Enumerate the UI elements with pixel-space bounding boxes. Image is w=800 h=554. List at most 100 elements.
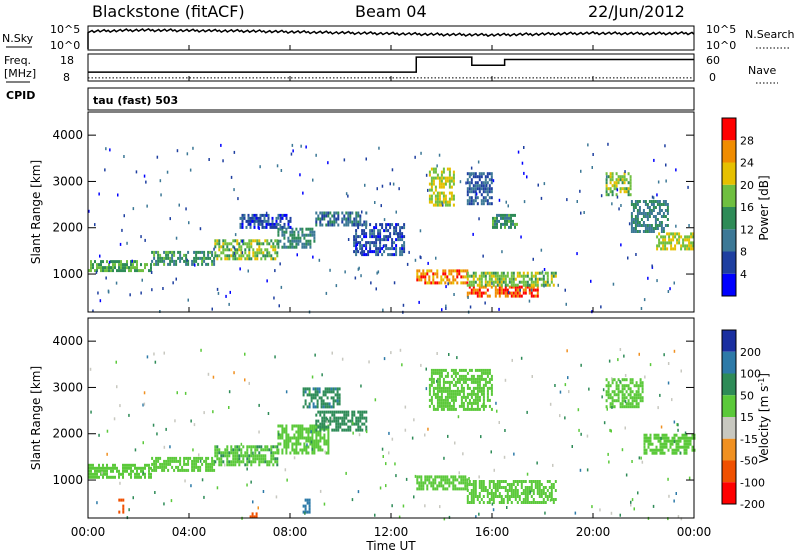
velocity-cell: [687, 442, 690, 446]
power-cell: [277, 245, 280, 249]
power-cell: [686, 235, 689, 239]
power-scatter-cell: [225, 294, 227, 298]
velocity-cell: [114, 475, 116, 479]
velocity-cell: [446, 478, 449, 482]
velocity-cell: [641, 381, 644, 385]
velocity-cell: [303, 427, 306, 431]
velocity-cell: [319, 430, 322, 434]
power-cell: [613, 187, 616, 191]
velocity-cell: [222, 454, 225, 458]
power-cell: [365, 211, 368, 215]
power-cell: [452, 176, 455, 180]
velocity-cell: [611, 378, 614, 382]
velocity-cell: [430, 484, 433, 488]
power-cell: [171, 259, 174, 263]
power-cell: [436, 176, 439, 180]
velocity-cell: [270, 445, 273, 449]
velocity-cell: [478, 398, 481, 402]
velocity-scatter-cell: [580, 363, 582, 367]
velocity-cell: [308, 402, 311, 406]
power-scatter-cell: [109, 148, 111, 152]
power-cell: [240, 248, 243, 252]
velocity-cell: [490, 392, 493, 396]
velocity-cell: [355, 428, 358, 432]
velocity-cell: [502, 501, 505, 504]
power-scatter-cell: [233, 251, 236, 255]
velocity-scatter-cell: [448, 353, 450, 356]
velocity-cell: [486, 386, 489, 390]
power-cell: [276, 251, 279, 255]
velocity-scatter-cell: [154, 360, 157, 364]
velocity-scatter-cell: [388, 431, 390, 435]
power-cell: [236, 239, 239, 243]
power-cell: [201, 259, 204, 263]
velocity-cell: [442, 368, 445, 372]
velocity-cell: [544, 492, 547, 495]
velocity-cell: [335, 419, 338, 423]
power-cell: [361, 232, 364, 236]
colorbar-tick-label: 200: [740, 346, 761, 359]
power-cell: [173, 262, 176, 266]
power-scatter-cell: [360, 274, 362, 278]
velocity-cell: [357, 428, 360, 432]
power-cell: [666, 241, 669, 245]
velocity-cell: [339, 422, 342, 426]
velocity-cell: [484, 486, 487, 489]
power-cell: [432, 179, 435, 183]
velocity-cell: [619, 405, 622, 409]
velocity-cell: [633, 384, 636, 388]
x-tick-label: 12:00: [374, 525, 409, 539]
velocity-cell: [621, 378, 624, 382]
velocity-cell: [254, 451, 257, 455]
power-cell: [185, 259, 188, 263]
velocity-cell: [687, 445, 690, 449]
velocity-cell: [332, 390, 335, 394]
velocity-cell: [474, 401, 477, 405]
power-cell: [391, 238, 394, 242]
power-cell: [605, 181, 608, 185]
power-cell: [377, 247, 380, 251]
colorbar-tick-label: 24: [740, 157, 754, 170]
power-cell: [436, 281, 439, 285]
power-cell: [357, 214, 360, 218]
power-cell: [224, 254, 227, 258]
power-scatter-cell: [501, 250, 503, 254]
velocity-cell: [338, 402, 341, 406]
power-cell: [114, 260, 116, 264]
velocity-cell: [307, 445, 310, 449]
power-cell: [124, 263, 126, 267]
power-cell: [389, 226, 392, 230]
velocity-cell: [675, 451, 678, 455]
velocity-cell: [446, 401, 449, 405]
power-cell: [359, 223, 362, 227]
power-cell: [482, 291, 485, 295]
x-tick-label: 16:00: [475, 525, 510, 539]
power-cell: [391, 253, 394, 257]
power-scatter-cell: [657, 180, 660, 184]
velocity-cell: [470, 483, 473, 486]
power-cell: [272, 248, 275, 252]
velocity-scatter-cell: [617, 358, 619, 362]
velocity-cell: [177, 459, 180, 463]
power-cell: [295, 227, 298, 231]
power-cell: [110, 260, 112, 264]
velocity-cell: [289, 439, 292, 443]
power-scatter-cell: [186, 152, 189, 156]
velocity-cell: [647, 439, 650, 443]
colorbar-segment: [722, 330, 736, 352]
velocity-scatter-cell: [504, 429, 506, 432]
velocity-cell: [330, 405, 333, 409]
power-scatter-cell: [478, 217, 480, 221]
power-cell: [240, 245, 243, 249]
velocity-cell: [167, 459, 170, 463]
power-cell: [436, 269, 439, 273]
power-cell: [179, 253, 182, 257]
power-cell: [98, 263, 100, 267]
power-cell: [526, 274, 529, 278]
power-cell: [275, 219, 278, 223]
velocity-cell: [524, 498, 527, 501]
power-cell: [444, 272, 447, 276]
power-cell: [486, 175, 489, 179]
velocity-cell: [134, 466, 136, 470]
velocity-cell: [311, 433, 314, 437]
